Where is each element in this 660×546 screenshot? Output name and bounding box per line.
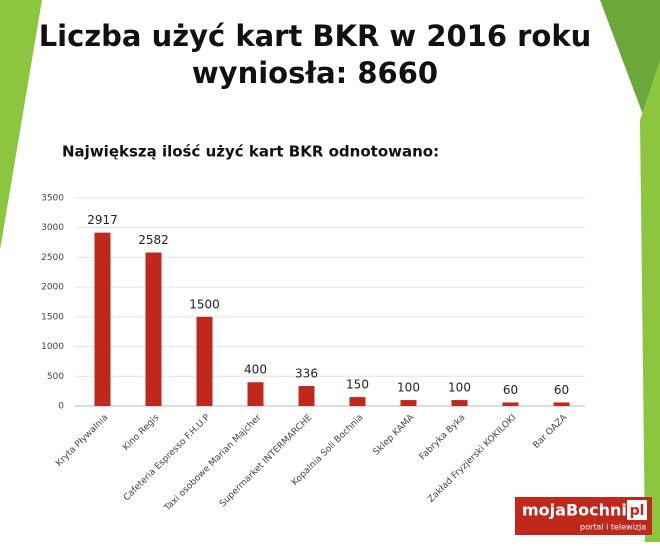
y-tick-label: 1000 — [41, 342, 64, 352]
data-label: 2582 — [138, 233, 169, 247]
bar — [145, 252, 162, 406]
logo-domain-box — [627, 500, 647, 520]
bar — [94, 232, 111, 406]
data-label: 1500 — [189, 297, 220, 311]
bar — [400, 400, 417, 406]
title-line: wyniosła: 8660 — [192, 56, 438, 90]
bar — [247, 382, 264, 406]
data-label: 336 — [295, 367, 318, 381]
data-label: 2917 — [87, 213, 118, 227]
logo-name: mojaBochnia — [522, 501, 638, 520]
x-tick-label: Supermarket INTERMARCHE — [218, 413, 315, 510]
x-tick-label: Taxi osobowe Marian Majcher — [162, 413, 263, 514]
data-label: 60 — [554, 383, 569, 397]
bar — [349, 397, 366, 406]
bar — [553, 402, 570, 406]
y-tick-label: 2500 — [41, 253, 64, 263]
data-label: 100 — [397, 381, 420, 395]
x-tick-label: Sklep KAMA — [372, 412, 417, 457]
decor-left — [0, 0, 42, 250]
data-label: 150 — [346, 378, 369, 392]
x-tick-label: Fabryka Byka — [418, 413, 468, 463]
data-label: 100 — [448, 381, 471, 395]
plot: 0 500 1000 1500 2000 2500 3000 3500 2917 Kryta Pł… — [41, 194, 585, 514]
x-tick-label: Bar OAZA — [531, 412, 570, 451]
subtitle: Największą ilość użyć kart BKR odnotowan… — [62, 143, 439, 161]
x-tick-label: Kryta Pływalnia — [54, 413, 110, 469]
x-tick-label: Zakład Fryzjerski KOKILOKI — [426, 413, 518, 505]
bar — [196, 316, 213, 406]
logo-tagline: portal i telewizja — [580, 523, 646, 532]
y-tick-label: 3500 — [41, 194, 64, 204]
x-tick-label: Cafeteria Espresso F.H.U.P — [122, 412, 213, 503]
bar — [502, 402, 519, 406]
y-tick-label: 0 — [58, 402, 64, 412]
y-tick-label: 3000 — [41, 223, 64, 233]
x-tick-label: Kino Regis — [121, 413, 161, 453]
data-label: 400 — [244, 363, 267, 377]
decor-right — [640, 60, 660, 542]
data-label: 60 — [503, 383, 518, 397]
y-tick-label: 2000 — [41, 283, 64, 293]
y-tick-label: 1500 — [41, 312, 64, 322]
logo-domain: pl — [630, 503, 645, 519]
title-line: Liczba użyć kart BKR w 2016 roku — [39, 19, 592, 53]
bar — [298, 386, 315, 406]
y-tick-label: 500 — [47, 372, 64, 382]
bar — [451, 400, 468, 406]
